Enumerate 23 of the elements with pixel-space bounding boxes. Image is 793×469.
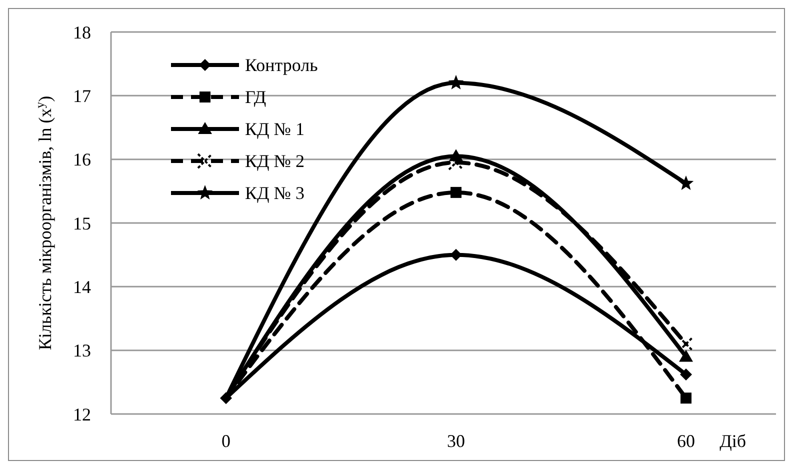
legend-label: КД № 3 [245,182,304,204]
point [448,74,464,90]
point [220,392,232,404]
legend-label: ГД [245,86,266,108]
legend-label: КД № 1 [245,118,304,140]
point [680,392,692,404]
y-tick-label: 16 [73,150,91,170]
y-tick-label: 12 [73,404,91,424]
x-tick-label: 0 [222,430,230,451]
y-tick-label: 18 [73,22,91,42]
legend-label: Контроль [245,54,318,76]
point [450,186,462,198]
point [450,248,462,261]
point [680,368,692,381]
y-tick-label: 14 [73,277,91,298]
y-tick-label: 13 [73,340,91,361]
y-tick-label: 15 [73,213,91,234]
x-axis-title: Діб [720,431,746,451]
x-tick-label: 60 [677,430,695,451]
point [678,176,694,190]
legend-label: КД № 2 [245,150,304,172]
x-tick-label: 30 [447,430,465,451]
y-tick-label: 17 [73,86,91,106]
